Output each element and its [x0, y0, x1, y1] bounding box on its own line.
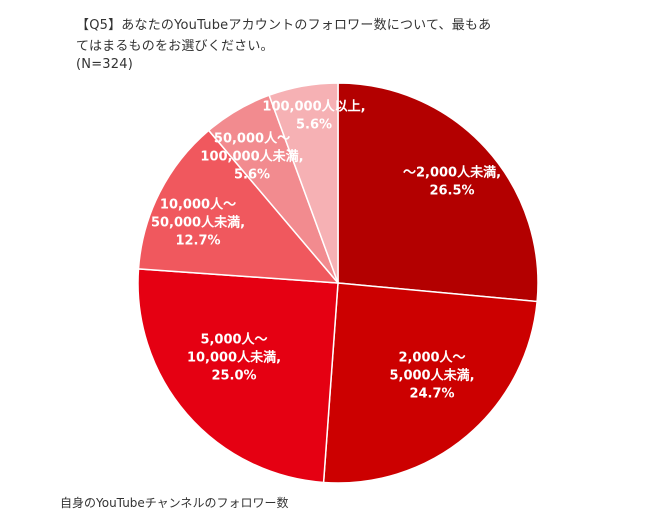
pie-slice-6: [268, 82, 339, 284]
pie-slices: [137, 82, 539, 484]
pie-slice-label-5-line-1: 50,000人～: [214, 131, 290, 147]
figure-caption: 自身のYouTubeチャンネルのフォロワー数: [60, 496, 289, 510]
pie-slice-label-1: ～2,000人未満, 26.5%: [403, 165, 501, 199]
pie-slice-label-5: 50,000人～ 100,000人未満, 5.6%: [200, 131, 303, 183]
pie-slice-label-6-line-1: 100,000人以上,: [262, 99, 365, 115]
pie-slice-label-5-line-3: 5.6%: [234, 168, 270, 183]
pie-slice-label-2-line-2: 5,000人未満,: [389, 368, 474, 384]
pie-slice-label-6-line-2: 5.6%: [296, 118, 332, 133]
chart-title-line-1: 【Q5】あなたのYouTubeアカウントのフォロワー数について、最もあ: [76, 18, 492, 33]
chart-title-line-2: てはまるものをお選びください。: [76, 39, 274, 54]
pie-slice-label-5-line-2: 100,000人未満,: [200, 149, 303, 165]
pie-slice-label-1-line-2: 26.5%: [429, 184, 474, 199]
pie-chart-figure: 【Q5】あなたのYouTubeアカウントのフォロワー数について、最もあ てはまる…: [76, 18, 539, 484]
pie-slice-label-3-line-3: 25.0%: [211, 369, 256, 384]
pie-slice-1: [337, 82, 539, 303]
pie-slice-2: [322, 282, 538, 484]
pie-slice-label-4: 10,000人～ 50,000人未満, 12.7%: [151, 197, 245, 249]
pie-slice-3: [137, 268, 339, 484]
pie-chart: ～2,000人未満, 26.5% 2,000人～ 5,000人未満, 24.7% 5,00…: [137, 82, 539, 484]
pie-slice-label-3-line-2: 10,000人未満,: [187, 350, 281, 366]
pie-slice-label-4-line-2: 50,000人未満,: [151, 215, 245, 231]
pie-data-labels: ～2,000人未満, 26.5% 2,000人～ 5,000人未満, 24.7% 5,00…: [151, 99, 501, 402]
chart-sample-size: (N=324): [76, 57, 133, 72]
pie-slice-label-2-line-3: 24.7%: [409, 387, 454, 402]
pie-slice-4: [137, 129, 340, 284]
pie-slice-label-1-line-1: ～2,000人未満,: [403, 165, 501, 181]
pie-slice-label-3: 5,000人～ 10,000人未満, 25.0%: [187, 332, 281, 384]
pie-slice-label-6: 100,000人以上, 5.6%: [262, 99, 365, 133]
pie-slice-label-3-line-1: 5,000人～: [200, 332, 267, 348]
pie-slice-label-4-line-1: 10,000人～: [160, 197, 236, 213]
pie-slice-label-4-line-3: 12.7%: [175, 234, 220, 249]
pie-slice-label-2-line-1: 2,000人～: [398, 350, 465, 366]
pie-slice-label-2: 2,000人～ 5,000人未満, 24.7%: [389, 350, 474, 402]
